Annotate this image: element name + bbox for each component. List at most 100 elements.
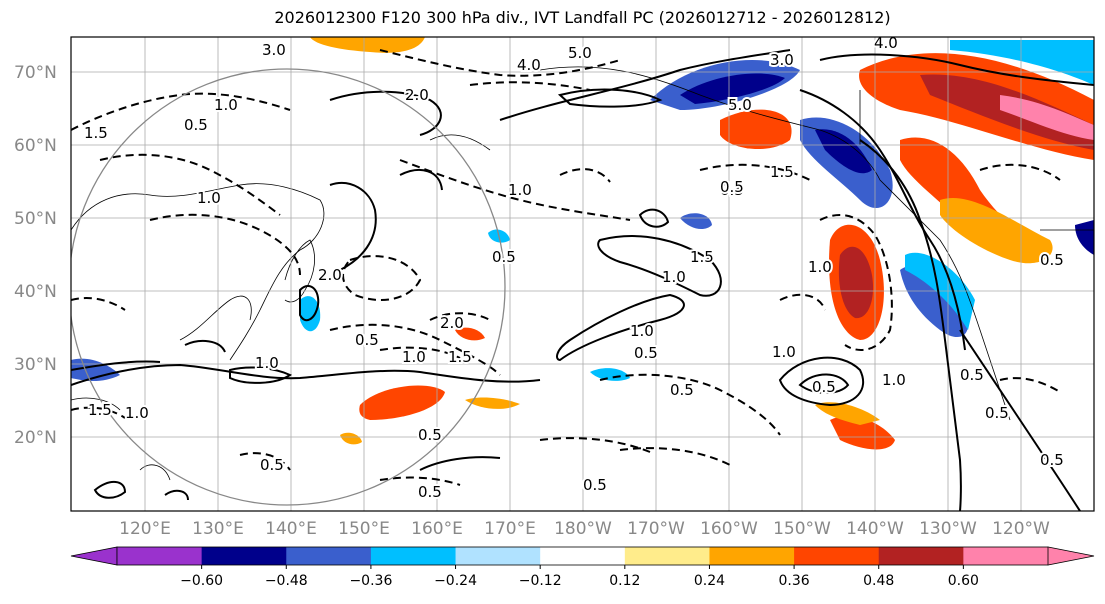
contour-label: 0.5 xyxy=(634,344,658,362)
contour-label: 0.5 xyxy=(960,366,984,384)
contour-label: 0.5 xyxy=(583,476,607,494)
lat-label-70n: 70°N xyxy=(14,63,57,83)
lat-label-40n: 40°N xyxy=(14,282,57,302)
contour-label: 1.0 xyxy=(630,322,654,340)
lat-label-60n: 60°N xyxy=(14,136,57,156)
colorbar-segment xyxy=(878,547,964,565)
shade-neg-small-4 xyxy=(590,368,630,381)
contour-label: 1.0 xyxy=(125,404,149,422)
shade-pos-subtrop-2 xyxy=(830,416,895,450)
colorbar-segment xyxy=(540,547,626,565)
contour-label: 2.0 xyxy=(405,86,429,104)
shade-pos-top xyxy=(310,37,425,53)
colorbar-segment xyxy=(794,547,880,565)
colorbar-segment xyxy=(963,547,1049,565)
colorbar-tick-label: −0.12 xyxy=(519,573,562,589)
contour-label: 0.5 xyxy=(260,456,284,474)
contour-label: 0.5 xyxy=(418,426,442,444)
contour-label: 0.5 xyxy=(184,116,208,134)
contour-label: 2.0 xyxy=(318,266,342,284)
contour-label: 4.0 xyxy=(874,34,898,52)
map-frame xyxy=(70,36,1095,512)
shade-pos-coast-outer xyxy=(940,198,1053,264)
shade-neg-small-1 xyxy=(680,213,712,230)
colorbar-tick-label: −0.48 xyxy=(265,573,308,589)
shade-pos-subtrop-1 xyxy=(359,385,445,420)
contour-label: 1.5 xyxy=(84,124,108,142)
contour-label: 1.0 xyxy=(808,258,832,276)
colorbar-segment xyxy=(370,547,457,565)
colorbar-arrow-left xyxy=(70,546,118,566)
contour-label: 0.5 xyxy=(418,483,442,501)
colorbar-tick-label: 0.60 xyxy=(948,573,979,589)
colorbar-segment xyxy=(455,547,541,565)
contour-label: 1.0 xyxy=(882,371,906,389)
lon-label-140w: 140°W xyxy=(846,519,904,539)
colorbar-tick-label: 0.48 xyxy=(863,573,894,589)
shade-pos-alaska xyxy=(720,109,792,150)
contour-label: 5.0 xyxy=(568,44,592,62)
contour-label: 0.5 xyxy=(355,331,379,349)
colorbar-border xyxy=(116,546,1049,566)
contour-label: 1.5 xyxy=(88,401,112,419)
shade-neg-small-2 xyxy=(1075,220,1094,255)
lon-label-130e: 130°E xyxy=(192,519,244,539)
shade-pos-small-3 xyxy=(340,432,362,445)
lon-label-140e: 140°E xyxy=(265,519,317,539)
colorbar-tick-label: −0.60 xyxy=(180,573,223,589)
contour-label: 2.0 xyxy=(440,314,464,332)
colorbar-segment xyxy=(286,547,372,565)
contour-label: 0.5 xyxy=(1040,451,1064,469)
colorbar-arrow-right xyxy=(1047,546,1095,566)
colorbar-segment xyxy=(709,547,795,565)
lon-label-150w: 150°W xyxy=(773,519,831,539)
shade-pos-small-1 xyxy=(455,327,485,341)
lon-label-160w: 160°W xyxy=(700,519,758,539)
lat-label-20n: 20°N xyxy=(14,428,57,448)
lon-label-120w: 120°W xyxy=(992,519,1050,539)
lon-label-130w: 130°W xyxy=(919,519,977,539)
longitude-labels: 120°E 130°E 140°E 150°E 160°E 170°E 180°… xyxy=(119,519,1050,539)
lon-label-170w: 170°W xyxy=(627,519,685,539)
shade-neg-topright xyxy=(950,40,1094,85)
contour-label: 0.5 xyxy=(1040,251,1064,269)
lon-label-160e: 160°E xyxy=(411,519,463,539)
contour-label: 1.5 xyxy=(770,163,794,181)
shade-neg-alaska-core xyxy=(680,73,785,104)
shade-neg-japan xyxy=(300,296,321,332)
contour-label: 1.0 xyxy=(402,348,426,366)
shade-pos-subtrop-3 xyxy=(815,402,880,425)
colorbar-tick-label: 0.36 xyxy=(779,573,810,589)
contour-label: 0.5 xyxy=(720,178,744,196)
contour-label: 5.0 xyxy=(728,96,752,114)
colorbar-segment xyxy=(624,547,710,565)
contour-label: 1.0 xyxy=(662,268,686,286)
colorbar-tick-label: 0.24 xyxy=(694,573,725,589)
shade-neg-gulf-core xyxy=(815,129,872,174)
lon-label-170e: 170°E xyxy=(484,519,536,539)
contour-label-group: 3.0 5.0 4.0 2.0 1.0 1.5 0.5 1.0 0.5 1.0 … xyxy=(82,34,1066,503)
lat-label-50n: 50°N xyxy=(14,209,57,229)
colorbar-tick-label: −0.24 xyxy=(434,573,477,589)
lon-label-180w: 180°W xyxy=(554,519,612,539)
divergence-contours-positive xyxy=(71,49,1094,511)
lat-label-30n: 30°N xyxy=(14,355,57,375)
lon-label-150e: 150°E xyxy=(338,519,390,539)
contour-label: 3.0 xyxy=(770,51,794,69)
colorbar-segment xyxy=(201,547,287,565)
divergence-contours-negative xyxy=(71,49,1061,486)
contour-label: 0.5 xyxy=(812,378,836,396)
contour-label: 0.5 xyxy=(670,381,694,399)
contour-label: 1.0 xyxy=(772,343,796,361)
contour-label: 1.0 xyxy=(197,189,221,207)
colorbar-tick-label: −0.36 xyxy=(349,573,392,589)
map-title: 2026012300 F120 300 hPa div., IVT Landfa… xyxy=(274,8,891,27)
map-plot-area: 3.0 5.0 4.0 2.0 1.0 1.5 0.5 1.0 0.5 1.0 … xyxy=(71,34,1094,511)
contour-label: 1.0 xyxy=(508,181,532,199)
contour-label: 0.5 xyxy=(720,181,744,199)
contour-label: 1.0 xyxy=(255,354,279,372)
latitude-labels: 70°N 60°N 50°N 40°N 30°N 20°N xyxy=(14,63,57,448)
shade-neg-east xyxy=(900,265,969,338)
colorbar-tick-label: 0.12 xyxy=(609,573,640,589)
